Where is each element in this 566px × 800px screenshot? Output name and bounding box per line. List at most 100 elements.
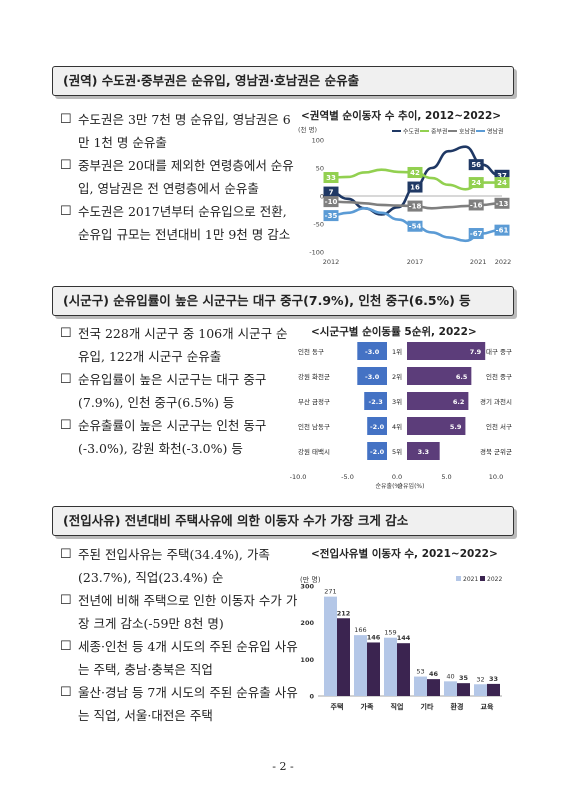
inflow-value-label: 6.5 [456,373,468,381]
data-label-box [468,159,484,171]
inflow-bar [407,367,472,385]
outflow-district-label: 인천 남동구 [298,422,330,431]
data-label: -61 [496,227,509,235]
checkbox-icon: ☐ [60,372,72,387]
checkbox-icon: ☐ [60,593,72,608]
data-label: -67 [470,230,483,238]
bar [457,683,470,696]
outflow-bar [364,392,387,410]
bullet-text: 전년에 비해 주택으로 인한 이동자 수가 가장 크게 감소(-59만 8천 명… [78,593,298,631]
x-tick-label: -10.0 [290,473,306,481]
data-label-box [407,200,423,212]
bar-value-label: 271 [324,588,336,596]
checkbox-icon: ☐ [60,685,72,700]
bullet-text: 수도권은 2017년부터 순유입으로 전환, 순유입 규모는 전년대비 1만 9… [78,204,291,242]
bar [444,681,457,696]
bar-value-label: 35 [459,674,469,682]
bullet-item: ☐ 세종·인천 등 4개 시도의 주된 순유입 사유는 주택, 충남·충북은 직업 [60,635,300,681]
x-tick-label: 2012 [323,258,340,266]
checkbox-icon: ☐ [60,418,72,433]
bar [397,643,410,696]
bar [487,683,500,696]
data-label-box [407,220,423,232]
x-tick-label: 5.0 [441,473,451,481]
data-label-box [494,197,510,209]
section-header-region: (권역) 수도권·중부권은 순유입, 영남권·호남권은 순유출 [52,66,514,96]
inflow-bar [407,442,440,460]
x-tick-label: 2022 [495,258,512,266]
data-label: -35 [325,212,338,220]
y-tick-label: 100 [312,137,324,145]
bullet-text: 중부권은 20대를 제외한 연령층에서 순유입, 영남권은 전 연령층에서 순유… [78,158,294,196]
inflow-value-label: 7.9 [470,348,482,356]
outflow-district-label: 강원 화천군 [298,372,330,381]
data-label: -16 [470,201,483,209]
data-label: 16 [410,184,420,192]
data-label: 24 [497,179,507,187]
bar [474,684,487,696]
category-label: 주택 [331,702,344,711]
category-label: 가족 [361,702,374,711]
x-tick-label: 2017 [407,258,424,266]
legend-label: 호남권 [459,128,476,136]
chart-title-district: <시군구별 순이동률 5순위, 2022> [311,326,477,338]
bullet-text: 세종·인천 등 4개 시도의 주된 순유입 사유는 주택, 충남·충북은 직업 [78,639,298,677]
x-tick-label: 2021 [470,258,487,266]
data-label-box [407,166,423,178]
data-label-box [468,199,484,211]
x-axis-label-inflow: 순유입(%) [398,482,425,490]
bar-value-label: 144 [397,634,411,642]
x-tick-label: 10.0 [489,473,503,481]
bar [337,618,350,696]
rank-label: 4위 [392,423,402,431]
legend-label: 2022 [487,576,502,583]
bullet-item: ☐ 전년에 비해 주택으로 인한 이동자 수가 가장 크게 감소(-59만 8천 … [60,589,300,635]
y-tick-label: 0 [320,193,324,201]
data-label-box [468,177,484,189]
outflow-value-label: -2.3 [369,398,383,406]
data-label-box [323,186,339,198]
section-header-district: (시군구) 순유입률이 높은 시군구는 대구 중구(7.9%), 인천 중구(6… [52,286,514,316]
bullet-item: ☐ 주된 전입사유는 주택(34.4%), 가족(23.7%), 직업(23.4%… [60,543,300,589]
bar-value-label: 146 [367,633,381,641]
bullet-item: ☐ 전국 228개 시군구 중 106개 시군구 순유입, 122개 시군구 순유… [60,322,295,368]
y-tick-label: 300 [300,583,314,591]
bullet-item: ☐ 중부권은 20대를 제외한 연령층에서 순유입, 영남권은 전 연령층에서 순… [60,154,295,200]
inflow-district-label: 대구 중구 [486,348,512,356]
inflow-district-label: 인천 서구 [486,422,512,431]
checkbox-icon: ☐ [60,204,72,219]
outflow-bar [367,417,387,435]
bar [414,676,427,696]
rank-label: 2위 [392,373,402,381]
bullet-text: 순유출률이 높은 시군구는 인천 동구(-3.0%), 강원 화천(-3.0%)… [78,418,267,456]
category-label: 기타 [421,702,434,711]
bar [354,635,367,696]
data-label: -10 [325,198,338,206]
data-label: 37 [497,172,507,180]
chart-title-reason: <전입사유별 이동자 수, 2021~2022> [311,548,498,560]
chart-title-region: <권역별 순이동자 수 추이, 2012~2022> [301,110,502,122]
bar-value-label: 212 [337,609,351,617]
bullet-item: ☐ 순유출률이 높은 시군구는 인천 동구(-3.0%), 강원 화천(-3.0%… [60,414,295,460]
bullet-text: 순유입률이 높은 시군구는 대구 중구(7.9%), 인천 중구(6.5%) 등 [78,372,267,410]
bullet-item: ☐ 수도권은 3만 7천 명 순유입, 영남권은 6만 1천 명 순유출 [60,108,295,154]
bullet-text: 주된 전입사유는 주택(34.4%), 가족(23.7%), 직업(23.4%)… [78,547,270,585]
data-label: 56 [471,161,481,169]
inflow-bar [407,417,466,435]
page-number: - 2 - [272,760,294,773]
bullet-text: 수도권은 3만 7천 명 순유입, 영남권은 6만 1천 명 순유출 [78,112,291,150]
category-label: 직업 [391,702,404,711]
outflow-bar [357,342,387,360]
checkbox-icon: ☐ [60,639,72,654]
bar [384,637,397,696]
checkbox-icon: ☐ [60,547,72,562]
inflow-district-label: 경기 과천시 [480,397,512,406]
legend-label: 영남권 [487,128,504,136]
bullet-list-region: ☐ 수도권은 3만 7천 명 순유입, 영남권은 6만 1천 명 순유출 ☐ 중부권… [60,108,295,246]
y-axis-unit-label: (천 명) [298,125,317,134]
data-label: -13 [496,200,509,208]
bullet-item: ☐ 수도권은 2017년부터 순유입으로 전환, 순유입 규모는 전년대비 1만 … [60,200,295,246]
rank-label: 5위 [392,448,402,456]
y-tick-label: 200 [300,619,314,627]
